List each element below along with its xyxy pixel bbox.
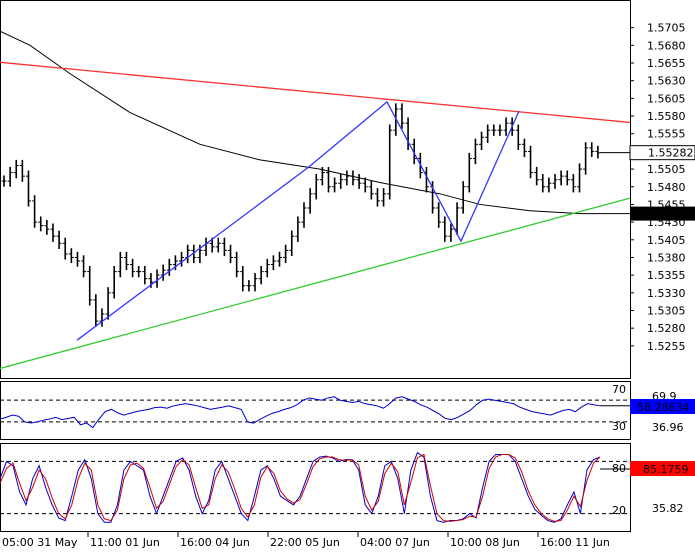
trendline-zigzag	[76, 100, 520, 341]
rsi-level-label: 70	[612, 383, 626, 396]
stoch-panel-frame	[0, 443, 631, 532]
ma-value-box	[630, 206, 695, 221]
rsi-level-label: 30	[612, 420, 626, 433]
x-tick-label: 16:00 11 Jun	[540, 536, 610, 549]
stoch-line-0	[0, 451, 601, 523]
stoch-level-label: 20	[612, 504, 626, 517]
price-tick-label: 1.5330	[647, 287, 686, 300]
price-tick-label: 1.5630	[647, 75, 686, 88]
moving-average-line	[0, 30, 630, 215]
stoch-line-1	[0, 453, 601, 522]
rsi-line	[0, 396, 601, 429]
price-panel: 1.5705 1.5680 1.5655 1.5630 1.5605 1.5580 1.55…	[0, 22, 695, 370]
price-tick-label: 1.5505	[647, 163, 686, 176]
price-tick-label: 1.5555	[647, 128, 686, 141]
x-tick-label: 04:00 07 Jun	[360, 536, 430, 549]
stoch-static-label: 35.82	[652, 502, 684, 515]
price-tick-label: 1.5355	[647, 269, 686, 282]
price-tick-label: 1.5305	[647, 304, 686, 317]
trendline-resistance	[0, 61, 631, 124]
x-tick-label: 22:00 05 Jun	[270, 536, 340, 549]
price-tick-label: 1.5580	[647, 110, 686, 123]
stoch-last-label: 85.1759	[643, 463, 689, 476]
x-tick-label: 10:00 08 Jun	[450, 536, 520, 549]
price-tick-label: 1.5255	[647, 340, 686, 353]
price-tick-label: 1.5655	[647, 57, 686, 70]
last-price-box	[629, 145, 695, 161]
price-tick-label: 1.5680	[647, 39, 686, 52]
price-tick-label: 1.5480	[647, 181, 686, 194]
rsi-last-label: 58.28634	[637, 401, 690, 414]
price-tick-label: 1.5405	[647, 234, 686, 247]
rsi-static-label: 36.96	[652, 421, 684, 434]
rsi-last-box	[630, 399, 695, 414]
stoch-last-box	[630, 461, 695, 476]
price-tick-label: 1.5605	[647, 92, 686, 105]
x-tick-label: 05:00 31 May	[2, 536, 78, 549]
price-tick-label: 1.5380	[647, 251, 686, 264]
trendline-support	[0, 197, 631, 370]
price-panel-frame	[0, 0, 631, 379]
price-tick-label: 1.5280	[647, 322, 686, 335]
panel-frames	[0, 0, 631, 532]
x-tick-label: 16:00 04 Jun	[180, 536, 250, 549]
price-tick-label: 1.5705	[647, 22, 686, 35]
x-tick-label: 11:00 01 Jun	[90, 536, 160, 549]
ma-value-label: 1.544203	[643, 208, 695, 221]
rsi-panel-frame	[0, 381, 631, 440]
x-axis: 05:00 31 May 11:00 01 Jun 16:00 04 Jun 22:0…	[2, 531, 610, 549]
last-price-label: 1.55282	[648, 147, 694, 160]
